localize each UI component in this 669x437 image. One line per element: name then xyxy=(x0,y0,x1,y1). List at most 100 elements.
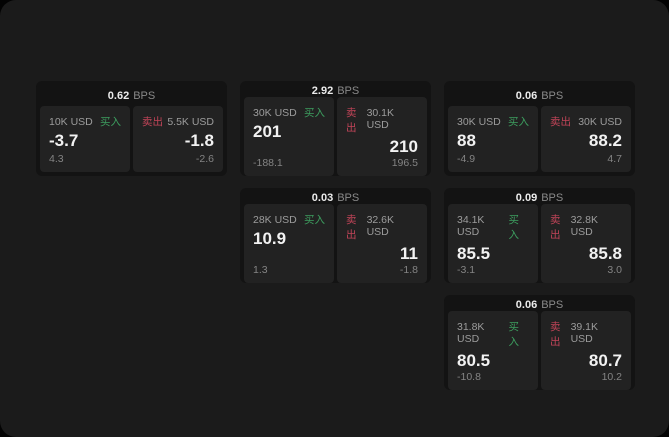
sell-sub-value: 196.5 xyxy=(391,156,418,169)
sell-side-label: 卖出 xyxy=(346,107,357,134)
bps-header: 0.06 BPS xyxy=(448,85,631,106)
buy-side-label: 买入 xyxy=(304,214,325,226)
sell-notional: 30.1K USD xyxy=(366,107,395,131)
bps-unit-label: BPS xyxy=(337,192,360,204)
buy-side-label: 买入 xyxy=(508,116,529,128)
sell-side-label: 卖出 xyxy=(550,321,561,348)
buy-panel[interactable]: 30K USD 买入 88 -4.9 xyxy=(448,106,538,172)
sell-panel[interactable]: 卖出 32.6K USD 11 -1.8 xyxy=(337,204,427,283)
buy-notional: 30K USD xyxy=(253,107,297,119)
sell-panel-top: 卖出 39.1K USD xyxy=(550,319,622,349)
buy-notional: 10K USD xyxy=(49,116,93,128)
quote-panels: 30K USD 买入 88 -4.9 卖出 30K USD 88.2 4.7 xyxy=(448,106,631,172)
sell-panel[interactable]: 卖出 5.5K USD -1.8 -2.6 xyxy=(133,106,223,172)
sell-panel[interactable]: 卖出 30K USD 88.2 4.7 xyxy=(541,106,631,172)
quote-card: 0.62 BPS 10K USD 买入 -3.7 4.3 卖出 5.5K USD xyxy=(36,81,227,176)
buy-notional: 30K USD xyxy=(457,116,501,128)
sell-sub-value: -2.6 xyxy=(195,153,214,165)
sell-sub-value: 4.7 xyxy=(607,153,622,165)
sell-sub-value: 10.2 xyxy=(601,370,622,383)
buy-panel-top: 10K USD 买入 xyxy=(49,114,121,129)
buy-price: 80.5 xyxy=(457,351,491,370)
buy-side-label: 买入 xyxy=(100,116,121,128)
quote-panels: 28K USD 买入 10.9 1.3 卖出 32.6K USD 11 -1.8 xyxy=(244,204,427,283)
sell-side-label: 卖出 xyxy=(346,214,357,241)
buy-panel-top: 28K USD 买入 xyxy=(253,212,325,227)
buy-panel[interactable]: 31.8K USD 买入 80.5 -10.8 xyxy=(448,311,538,390)
buy-panel[interactable]: 30K USD 买入 201 -188.1 xyxy=(244,97,334,176)
bps-value: 0.06 xyxy=(515,299,538,311)
sell-side-label: 卖出 xyxy=(142,116,163,128)
sell-side-label: 卖出 xyxy=(550,116,571,128)
bps-header: 0.06 BPS xyxy=(448,299,631,311)
sell-notional: 39.1K USD xyxy=(570,321,599,345)
sell-notional: 32.8K USD xyxy=(570,214,599,238)
buy-notional: 34.1K USD xyxy=(457,214,485,238)
sell-price: 80.7 xyxy=(588,351,622,370)
buy-notional: 28K USD xyxy=(253,214,297,226)
sell-panel-top: 卖出 30.1K USD xyxy=(346,105,418,135)
sell-sub-value: -1.8 xyxy=(399,263,418,276)
bps-unit-label: BPS xyxy=(337,85,360,97)
sell-price: 88.2 xyxy=(588,131,622,150)
quote-panels: 10K USD 买入 -3.7 4.3 卖出 5.5K USD -1.8 -2.… xyxy=(40,106,223,172)
sell-panel[interactable]: 卖出 30.1K USD 210 196.5 xyxy=(337,97,427,176)
buy-notional: 31.8K USD xyxy=(457,321,485,345)
buy-panel-top: 30K USD 买入 xyxy=(457,114,529,129)
sell-price: -1.8 xyxy=(184,131,214,150)
buy-panel[interactable]: 10K USD 买入 -3.7 4.3 xyxy=(40,106,130,172)
bps-header: 0.62 BPS xyxy=(40,85,223,106)
sell-notional: 5.5K USD xyxy=(167,116,214,128)
bps-value: 0.09 xyxy=(515,192,538,204)
bps-header: 2.92 BPS xyxy=(244,85,427,97)
bps-value: 0.03 xyxy=(311,192,334,204)
bps-value: 0.06 xyxy=(515,89,538,102)
buy-panel[interactable]: 28K USD 买入 10.9 1.3 xyxy=(244,204,334,283)
buy-side-label: 买入 xyxy=(508,321,519,348)
bps-unit-label: BPS xyxy=(541,299,564,311)
sell-side-label: 卖出 xyxy=(550,214,561,241)
quote-card-grid: 0.62 BPS 10K USD 买入 -3.7 4.3 卖出 5.5K USD xyxy=(36,81,635,390)
sell-notional: 30K USD xyxy=(578,116,622,128)
buy-sub-value: 1.3 xyxy=(253,263,268,276)
quote-card: 0.06 BPS 30K USD 买入 88 -4.9 卖出 30K USD xyxy=(444,81,635,176)
buy-price: 85.5 xyxy=(457,244,491,263)
buy-price: -3.7 xyxy=(49,131,79,150)
sell-panel-top: 卖出 30K USD xyxy=(550,114,622,129)
sell-panel[interactable]: 卖出 32.8K USD 85.8 3.0 xyxy=(541,204,631,283)
buy-panel-top: 31.8K USD 买入 xyxy=(457,319,529,349)
quote-panels: 30K USD 买入 201 -188.1 卖出 30.1K USD 210 1… xyxy=(244,97,427,176)
bps-unit-label: BPS xyxy=(541,89,564,102)
sell-price: 11 xyxy=(400,244,418,263)
buy-panel-top: 30K USD 买入 xyxy=(253,105,325,120)
buy-price: 10.9 xyxy=(253,229,287,248)
sell-panel-top: 卖出 32.8K USD xyxy=(550,212,622,242)
quote-card: 2.92 BPS 30K USD 买入 201 -188.1 卖出 30.1K … xyxy=(240,81,431,176)
buy-sub-value: -188.1 xyxy=(253,156,283,169)
bps-value: 2.92 xyxy=(311,85,334,97)
sell-price: 85.8 xyxy=(588,244,622,263)
sell-panel-top: 卖出 32.6K USD xyxy=(346,212,418,242)
bps-unit-label: BPS xyxy=(541,192,564,204)
buy-panel[interactable]: 34.1K USD 买入 85.5 -3.1 xyxy=(448,204,538,283)
quote-panels: 31.8K USD 买入 80.5 -10.8 卖出 39.1K USD 80.… xyxy=(448,311,631,390)
buy-price: 88 xyxy=(457,131,476,150)
bps-unit-label: BPS xyxy=(133,89,156,102)
buy-side-label: 买入 xyxy=(304,107,325,119)
buy-price: 201 xyxy=(253,122,282,141)
quote-card: 0.06 BPS 31.8K USD 买入 80.5 -10.8 卖出 39.1… xyxy=(444,295,635,390)
quote-panels: 34.1K USD 买入 85.5 -3.1 卖出 32.8K USD 85.8… xyxy=(448,204,631,283)
buy-sub-value: -10.8 xyxy=(457,370,481,383)
buy-sub-value: -3.1 xyxy=(457,263,476,276)
buy-panel-top: 34.1K USD 买入 xyxy=(457,212,529,242)
sell-panel[interactable]: 卖出 39.1K USD 80.7 10.2 xyxy=(541,311,631,390)
sell-price: 210 xyxy=(389,137,418,156)
buy-sub-value: 4.3 xyxy=(49,153,64,165)
sell-panel-top: 卖出 5.5K USD xyxy=(142,114,214,129)
buy-sub-value: -4.9 xyxy=(457,153,476,165)
buy-side-label: 买入 xyxy=(508,214,519,241)
sell-notional: 32.6K USD xyxy=(366,214,395,238)
quote-card: 0.03 BPS 28K USD 买入 10.9 1.3 卖出 32.6K US… xyxy=(240,188,431,283)
bps-value: 0.62 xyxy=(107,89,130,102)
